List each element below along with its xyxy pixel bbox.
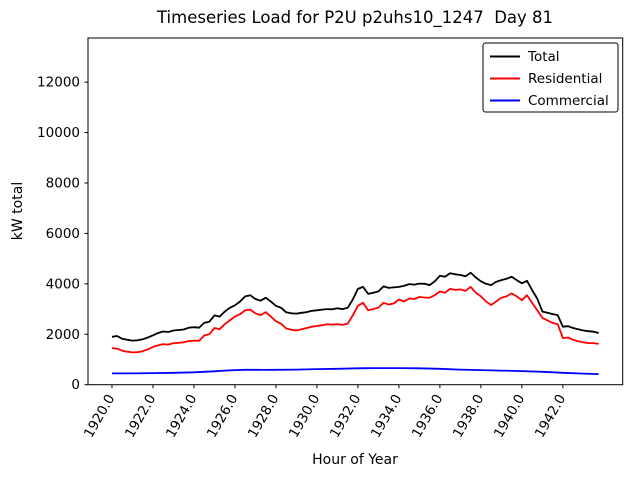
legend-box [482, 42, 619, 113]
chart-title: Timeseries Load for P2U p2uhs10_1247 Day… [156, 8, 553, 28]
y-axis-label: kW total [10, 182, 26, 240]
y-tick-label: 4000 [46, 276, 80, 292]
y-tick-label: 2000 [46, 327, 80, 343]
legend-commercial-label: Commercial [528, 93, 609, 109]
y-tick-label: 8000 [46, 175, 80, 191]
residential-series-line [111, 285, 599, 354]
series-lines [111, 271, 599, 375]
total-series-line [111, 271, 599, 342]
x-axis-label: Hour of Year [312, 452, 398, 468]
y-tick-label: 0 [71, 377, 80, 393]
y-tick-label: 12000 [37, 75, 80, 91]
commercial-series-line [112, 367, 599, 375]
plot-area-frame [87, 37, 624, 386]
legend: Total Residential Commercial [482, 42, 619, 113]
y-tick-label: 6000 [46, 226, 80, 242]
legend-total-label: Total [527, 49, 560, 65]
legend-residential-label: Residential [528, 71, 602, 87]
y-tick-label: 10000 [37, 125, 80, 141]
y-axis-ticks: 0 2000 4000 6000 8000 10000 12000 [37, 75, 88, 393]
